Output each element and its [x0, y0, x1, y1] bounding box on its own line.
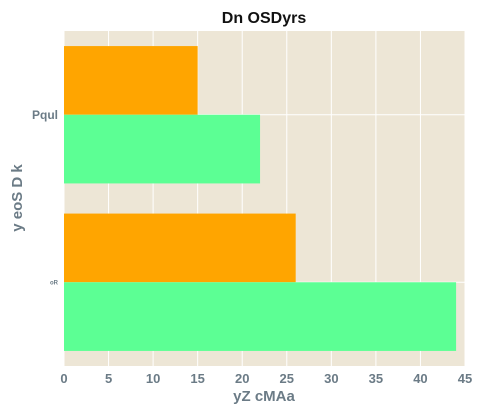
x-axis-label: yZ cMAa [233, 388, 295, 405]
y-tick-label: oR [50, 280, 59, 286]
y-tick-labels: Pqul oR [32, 108, 59, 287]
x-tick-labels: 0 5 10 15 20 25 30 35 40 45 [60, 371, 472, 386]
x-tick-label: 25 [280, 371, 294, 386]
x-tick-label: 40 [413, 371, 427, 386]
x-tick-label: 20 [235, 371, 249, 386]
x-tick-label: 30 [324, 371, 338, 386]
y-tick-label: Pqul [32, 108, 58, 122]
y-axis-label: y eoS D k [9, 164, 26, 232]
bar-series-1-1 [64, 282, 457, 351]
x-tick-label: 35 [369, 371, 383, 386]
x-tick-label: 5 [105, 371, 112, 386]
bars [64, 46, 457, 351]
chart-title: Dn OSDyrs [222, 10, 307, 27]
bar-series-1-0 [64, 114, 261, 184]
x-tick-label: 15 [190, 371, 204, 386]
x-tick-label: 10 [146, 371, 160, 386]
x-tick-label: 45 [458, 371, 472, 386]
x-tick-label: 0 [60, 371, 67, 386]
bar-series-0-0 [64, 46, 198, 115]
bar-series-0-1 [64, 213, 296, 283]
